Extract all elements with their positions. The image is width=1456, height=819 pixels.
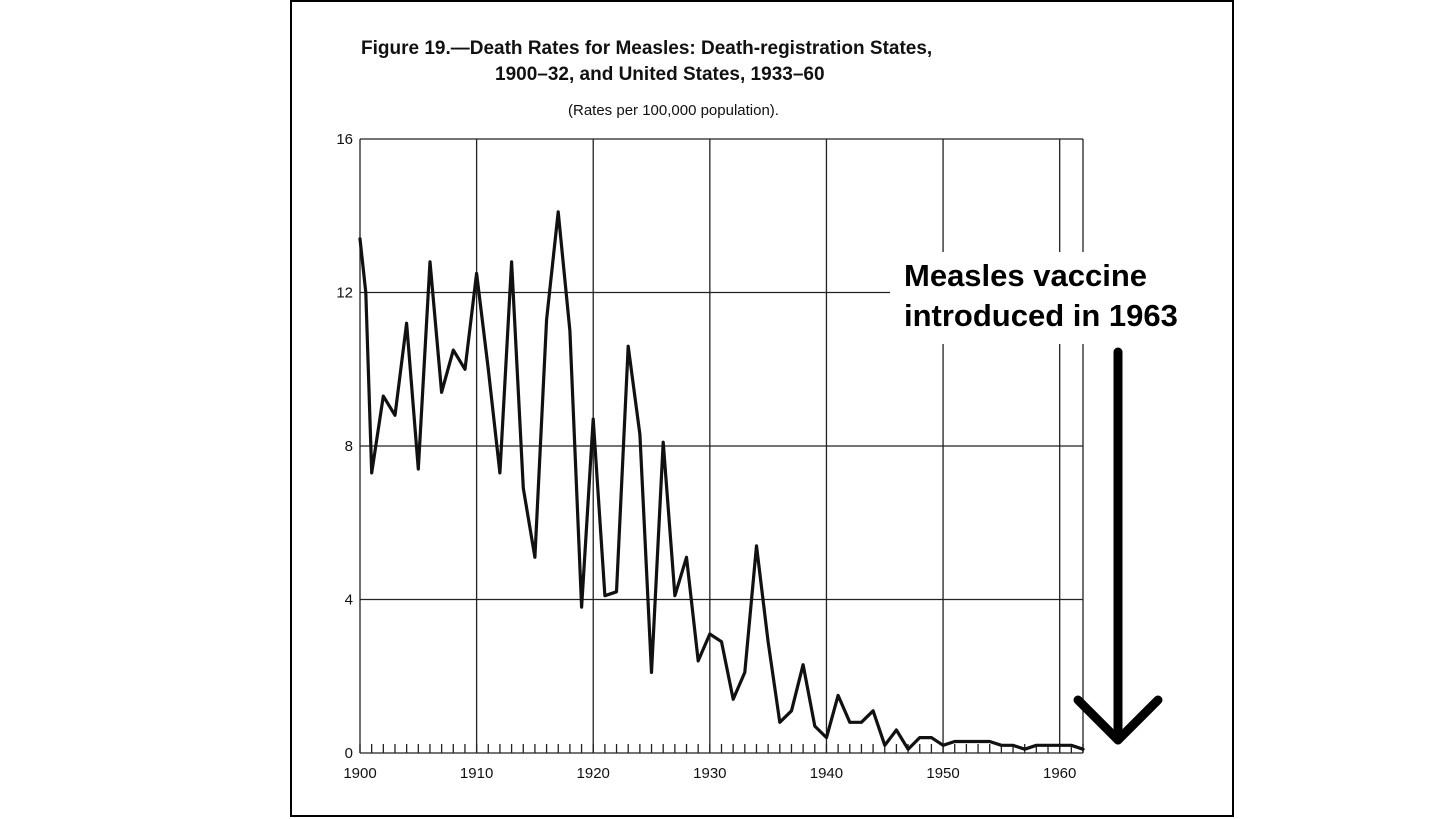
death-rate-line (358, 210, 1085, 751)
figure-frame (290, 0, 1234, 817)
y-tick-label: 12 (336, 285, 353, 302)
down-arrow-icon (1073, 695, 1163, 745)
tick-labels: 0 4 8 12 16 1900 1910 1920 1930 1940 1950 1960 (336, 131, 1076, 782)
annotation-background (890, 252, 1208, 344)
y-tick-label: 16 (336, 131, 353, 148)
x-tick-label: 1930 (693, 765, 726, 782)
x-tick-label: 1900 (343, 765, 376, 782)
minor-ticks (359, 744, 1084, 753)
chart-subtitle: (Rates per 100,000 population). (568, 102, 779, 119)
x-tick-label: 1940 (810, 765, 843, 782)
annotation-line1: Measles vaccine (904, 258, 1147, 293)
chart-title-line2: 1900–32, and United States, 1933–60 (495, 64, 825, 85)
y-tick-label: 8 (345, 438, 353, 455)
y-tick-label: 0 (345, 745, 353, 762)
x-tick-label: 1920 (577, 765, 610, 782)
x-tick-label: 1910 (460, 765, 493, 782)
grid-lines (359, 138, 1084, 754)
x-tick-label: 1960 (1043, 765, 1076, 782)
chart-title-line1: Figure 19.—Death Rates for Measles: Deat… (361, 38, 932, 59)
annotation: Measles vaccine introduced in 1963 (890, 252, 1208, 745)
series-layer (358, 210, 1085, 751)
x-tick-label: 1950 (926, 765, 959, 782)
y-tick-label: 4 (345, 592, 353, 609)
annotation-line2: introduced in 1963 (904, 298, 1178, 333)
